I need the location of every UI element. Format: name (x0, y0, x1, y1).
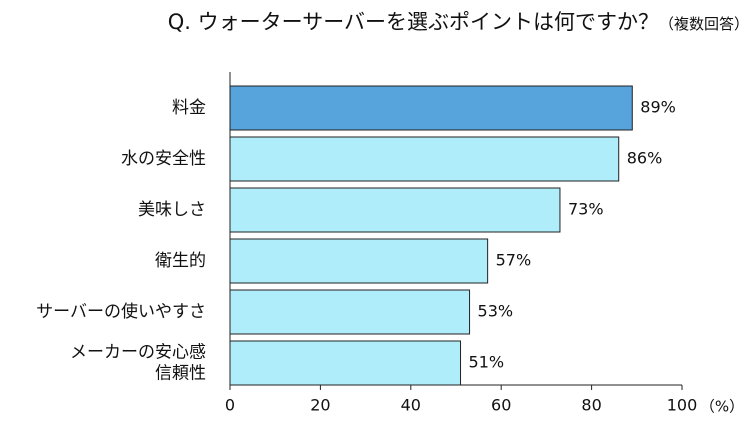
bar-3 (229, 238, 489, 284)
value-label-5: 51% (469, 353, 505, 372)
x-tick-label-2: 40 (401, 396, 421, 415)
category-label-4: サーバーの使いやすさ (36, 301, 206, 322)
bar-4 (229, 289, 471, 335)
x-tick-label-5: 100 (667, 396, 698, 415)
value-label-4: 53% (478, 302, 514, 321)
value-label-1: 86% (627, 149, 663, 168)
x-tick-label-4: 80 (581, 396, 601, 415)
bar-1 (229, 136, 620, 182)
value-label-0: 89% (640, 98, 676, 117)
bar-0 (229, 85, 633, 131)
value-label-3: 57% (496, 251, 532, 270)
chart-title-sub: （複数回答） (658, 15, 749, 33)
x-tick-label-0: 0 (225, 396, 235, 415)
chart-title: Q. ウォーターサーバーを選ぶポイントは何ですか？（複数回答） (0, 6, 753, 36)
category-label-0: 料金 (172, 98, 206, 118)
category-label-1: 水の安全性 (121, 149, 206, 169)
x-tick-label-3: 60 (491, 396, 511, 415)
category-label-3: 衛生的 (155, 251, 206, 271)
value-label-2: 73% (568, 200, 604, 219)
bar-5 (229, 340, 462, 386)
category-label-5-line-0: メーカーの安心感 (70, 343, 206, 363)
bar-2 (229, 187, 561, 233)
x-tick-label-1: 20 (310, 396, 330, 415)
x-unit-label: （%） (700, 398, 744, 416)
category-label-2: 美味しさ (138, 200, 206, 220)
chart-title-main: Q. ウォーターサーバーを選ぶポイントは何ですか？ (167, 10, 659, 34)
category-label-5-line-1: 信頼性 (155, 364, 206, 384)
